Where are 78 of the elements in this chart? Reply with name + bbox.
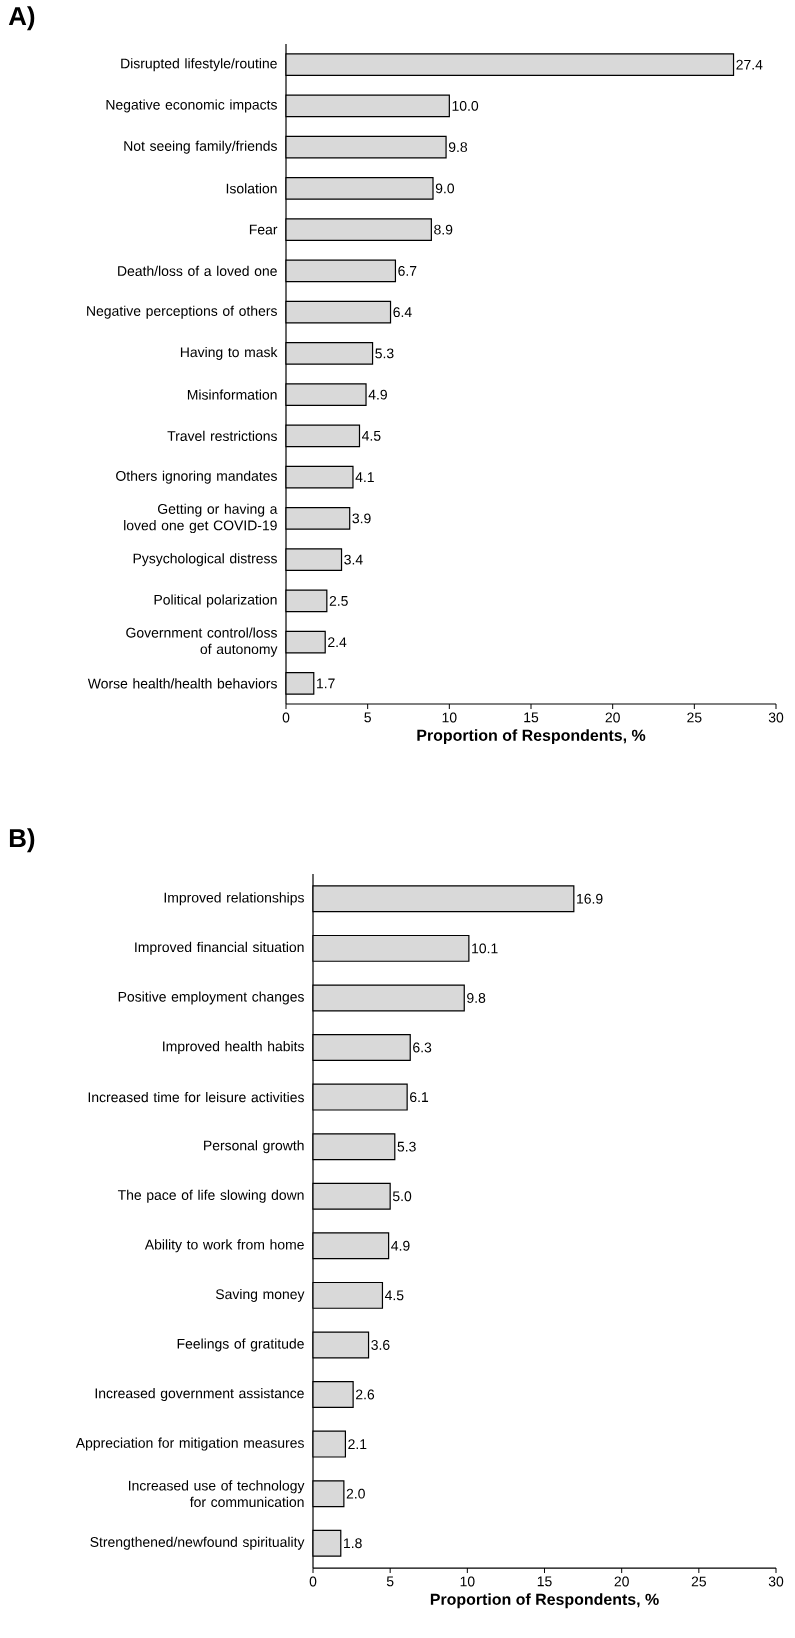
data-label: 4.9 [391,1240,410,1251]
x-tick-label: 15 [537,1576,552,1587]
y-tick-label: Increased use of technology for communication [128,1480,305,1508]
data-label: 2.6 [356,1389,375,1400]
data-label: 1.7 [317,678,335,689]
data-label: 4.5 [384,1290,404,1301]
y-tick-label: Worse health/health behaviors [87,678,277,689]
x-tick-label: 5 [364,712,371,723]
y-tick-label: Isolation [226,183,277,194]
text: B) [9,828,35,853]
x-axis-title: Proportion of Respondents, % [417,729,646,745]
y-tick-label: Feelings of gratitude [177,1338,304,1352]
data-label: 6.4 [393,307,412,318]
y-tick-label: Travel restrictions [167,430,277,442]
x-tick-label: 15 [524,712,539,723]
y-tick-label: Increased time for leisure activities [88,1091,304,1103]
x-tick-label: 10 [460,1576,475,1587]
data-label: 16.9 [577,893,603,904]
data-label: 5.0 [392,1191,412,1202]
data-label: 10.1 [472,943,498,954]
y-tick-label: Misinformation [187,389,277,400]
y-tick-label: Others ignoring mandates [116,470,277,484]
y-tick-label: Strengthened/newfound spirituality [90,1536,305,1550]
y-tick-label: Personal growth [204,1140,304,1154]
y-tick-label: Death/loss of a loved one [118,265,277,277]
y-tick-label: Political polarization [154,594,277,608]
data-label: 2.5 [329,595,348,606]
y-tick-label: Increased government assistance [95,1388,304,1402]
data-label: 6.1 [410,1092,429,1103]
y-tick-label: Negative perceptions of others [87,305,277,319]
text: A) [8,6,35,31]
y-tick-label: Saving money [215,1288,305,1302]
x-tick-label: 30 [768,712,784,723]
x-axis-title: Proportion of Respondents, % [430,1593,659,1609]
y-tick-label: Improved financial situation [135,941,304,955]
y-tick-label: Positive employment changes [118,991,304,1005]
data-label: 27.4 [736,59,763,70]
y-tick-label: Disrupted lifestyle/routine [121,58,277,72]
y-tick-label: Improved health habits [163,1041,304,1055]
data-label: 2.4 [328,637,347,648]
y-tick-label: Ability to work from home [144,1239,304,1253]
y-tick-label: Appreciation for mitigation measures [75,1437,304,1451]
data-label: 5.3 [375,348,394,359]
y-tick-label: Negative economic impacts [106,99,277,113]
x-tick-label: 25 [691,1576,707,1587]
data-label: 4.1 [355,472,374,482]
data-label: 5.3 [397,1141,416,1152]
x-tick-label: 20 [614,1576,629,1587]
data-label: 3.4 [344,554,363,565]
data-label: 4.9 [368,389,387,400]
x-tick-label: 0 [282,712,290,723]
x-tick-label: 10 [442,712,457,723]
data-label: 9.0 [435,183,455,194]
y-tick-label: The pace of life slowing down [117,1189,304,1203]
data-label: 6.3 [413,1042,432,1053]
data-label: 3.6 [371,1340,390,1350]
y-tick-label: Having to mask [180,346,278,360]
data-label: 3.9 [352,513,371,524]
data-label: 8.9 [434,224,453,235]
data-label: 1.8 [344,1538,362,1549]
data-label: 4.5 [362,431,381,441]
data-label: 2.0 [346,1488,365,1499]
x-tick-label: 0 [309,1576,317,1587]
y-tick-label: Fear [249,224,278,235]
x-tick-label: 5 [386,1576,394,1587]
y-tick-label: Pysychological distress [133,553,277,567]
data-label: 10.0 [452,100,479,111]
y-tick-label: Improved relationships [164,892,304,906]
y-tick-label: Government control/loss of autonomy [126,627,278,657]
data-label: 9.8 [448,142,468,153]
y-tick-label: Not seeing family/friends [124,140,277,154]
x-tick-label: 25 [687,712,702,723]
data-label: 6.7 [398,265,417,276]
data-label: 9.8 [467,993,486,1003]
y-tick-label: Getting or having a loved one get COVID-19 [124,503,278,534]
x-tick-label: 30 [768,1576,784,1587]
data-label: 2.1 [348,1439,367,1449]
x-tick-label: 20 [605,712,620,723]
